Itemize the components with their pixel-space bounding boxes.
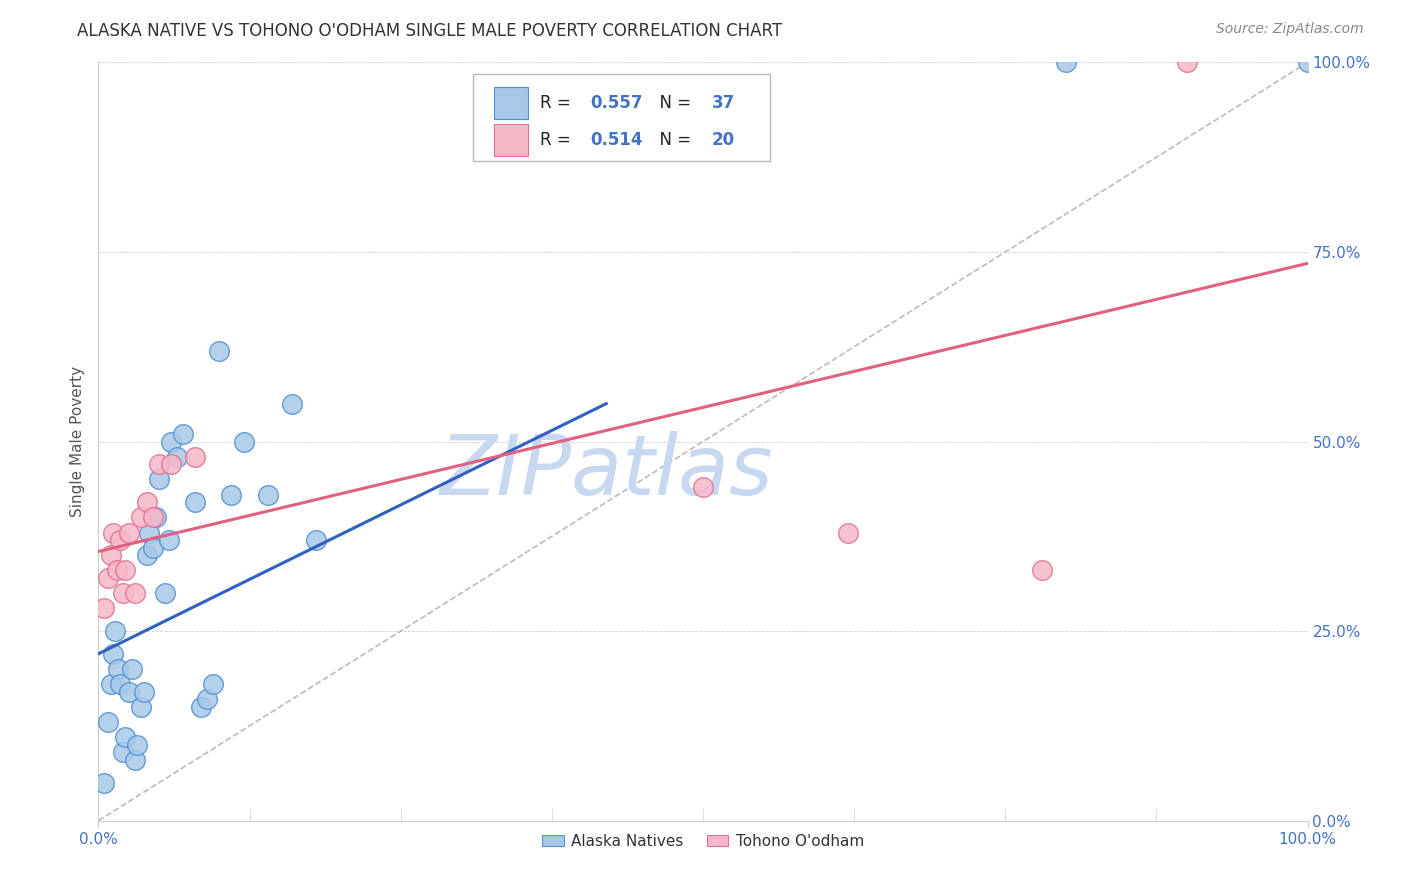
Text: R =: R = <box>540 131 576 149</box>
Point <box>692 480 714 494</box>
Point <box>148 458 170 472</box>
Point <box>145 510 167 524</box>
Point <box>111 746 134 760</box>
Point <box>172 427 194 442</box>
Text: N =: N = <box>648 131 696 149</box>
FancyBboxPatch shape <box>474 74 769 161</box>
Point <box>208 343 231 358</box>
Point <box>138 525 160 540</box>
Text: ZIPatlas: ZIPatlas <box>440 432 773 512</box>
Bar <box>494 124 527 155</box>
Point <box>142 510 165 524</box>
Text: N =: N = <box>648 94 696 112</box>
Point <box>256 487 278 501</box>
Point <box>1054 55 1077 70</box>
Text: 0.557: 0.557 <box>591 94 643 112</box>
Point <box>129 510 152 524</box>
Text: R =: R = <box>540 94 576 112</box>
Point <box>184 495 207 509</box>
Point <box>97 715 120 730</box>
Point <box>93 601 115 615</box>
Text: 20: 20 <box>711 131 734 149</box>
Point <box>108 677 131 691</box>
Point <box>118 685 141 699</box>
Point <box>837 525 859 540</box>
Point <box>157 533 180 548</box>
Text: ALASKA NATIVE VS TOHONO O'ODHAM SINGLE MALE POVERTY CORRELATION CHART: ALASKA NATIVE VS TOHONO O'ODHAM SINGLE M… <box>77 22 783 40</box>
Point <box>101 525 124 540</box>
Point <box>305 533 328 548</box>
Point <box>114 730 136 744</box>
Point <box>111 586 134 600</box>
Point <box>160 458 183 472</box>
Point <box>100 677 122 691</box>
Point <box>121 662 143 676</box>
Point <box>190 699 212 714</box>
Point <box>1175 55 1198 70</box>
Point <box>1031 564 1053 578</box>
Point <box>107 662 129 676</box>
Point <box>135 548 157 563</box>
Point <box>101 647 124 661</box>
Point <box>134 685 156 699</box>
Point <box>153 586 176 600</box>
Point <box>124 586 146 600</box>
Point <box>105 564 128 578</box>
Point <box>195 692 218 706</box>
Point <box>108 533 131 548</box>
Point <box>148 473 170 487</box>
Point <box>221 487 243 501</box>
Point <box>118 525 141 540</box>
Bar <box>494 87 527 119</box>
Point <box>104 624 127 639</box>
Point <box>97 571 120 585</box>
Legend: Alaska Natives, Tohono O'odham: Alaska Natives, Tohono O'odham <box>536 828 870 855</box>
Point <box>184 450 207 464</box>
Point <box>124 753 146 767</box>
Point <box>127 738 149 752</box>
Point <box>93 776 115 790</box>
Y-axis label: Single Male Poverty: Single Male Poverty <box>70 366 86 517</box>
Point <box>100 548 122 563</box>
Point <box>166 450 188 464</box>
Point <box>135 495 157 509</box>
Point <box>114 564 136 578</box>
Point <box>1296 55 1319 70</box>
Point <box>160 434 183 449</box>
Point <box>202 677 225 691</box>
Point <box>142 541 165 555</box>
Text: 37: 37 <box>711 94 735 112</box>
Point <box>232 434 254 449</box>
Text: 0.514: 0.514 <box>591 131 643 149</box>
Point <box>281 396 304 410</box>
Point <box>129 699 152 714</box>
Text: Source: ZipAtlas.com: Source: ZipAtlas.com <box>1216 22 1364 37</box>
